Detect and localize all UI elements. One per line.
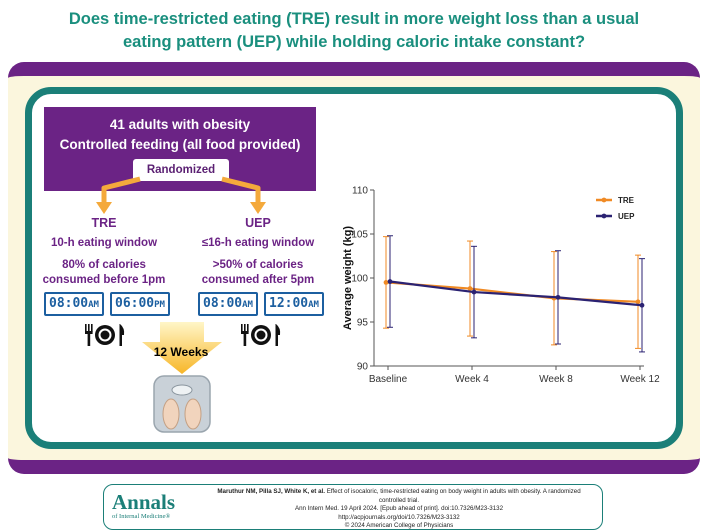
citation-url[interactable]: http://acpjournals.org/doi/10.7326/M23-3… <box>338 513 460 521</box>
tre-start-ampm: AM <box>88 300 99 310</box>
uep-start-ampm: AM <box>242 300 253 310</box>
uep-legend-marker <box>601 213 607 219</box>
tre-legend-marker <box>601 197 607 203</box>
tre-start-clock: 08:00AM <box>44 292 104 316</box>
uep-calories-line-2: consumed after 5pm <box>201 274 315 286</box>
tre-start-time: 08:00 <box>49 296 89 311</box>
x-tick-label: Week 8 <box>539 374 573 385</box>
y-tick-label: 105 <box>351 230 368 241</box>
tre-end-time: 06:00 <box>115 296 155 311</box>
tre-calories-line-1: 80% of calories <box>62 259 146 271</box>
tre-end-clock: 06:00PM <box>110 292 170 316</box>
uep-start-time: 08:00 <box>203 296 243 311</box>
arrow-head-uep <box>250 202 266 214</box>
y-tick-label: 90 <box>357 362 369 373</box>
uep-data-point <box>639 302 645 308</box>
annals-logo: Annals of Internal Medicine® <box>112 491 175 521</box>
y-tick-label: 95 <box>357 318 369 329</box>
citation-text: Maruthur NM, Pilla SJ, White K, et al. E… <box>204 488 594 531</box>
tre-calories-line-2: consumed before 1pm <box>42 274 166 286</box>
annals-logo-sub: of Internal Medicine® <box>112 513 171 520</box>
duration-arrow-and-scale <box>142 322 222 433</box>
arrow-to-uep <box>221 176 261 204</box>
bathroom-scale-icon <box>153 375 211 433</box>
uep-series-line <box>389 280 643 307</box>
uep-arm-text: UEP ≤16-h eating window >50% of calories… <box>190 216 326 288</box>
uep-calories-line-1: >50% of calories <box>212 259 304 271</box>
randomized-badge: Randomized <box>133 159 229 181</box>
duration-label: 12 Weeks <box>153 345 209 359</box>
tre-end-ampm: PM <box>154 300 165 310</box>
uep-end-clock: 12:00AM <box>264 292 324 316</box>
participants-text: 41 adults with obesity <box>109 117 251 132</box>
y-tick-label: 110 <box>352 186 368 197</box>
x-tick-label: Week 4 <box>455 374 489 385</box>
arrow-head-tre <box>96 202 112 214</box>
x-tick-label: Week 12 <box>620 374 660 385</box>
y-axis-label: Average weight (kg) <box>342 226 354 330</box>
uep-data-point <box>471 289 477 295</box>
citation-journal: Ann Intern Med. 19 April 2024. [Epub ahe… <box>294 505 504 513</box>
tre-arm-text: TRE 10-h eating window 80% of calories c… <box>36 216 172 288</box>
tre-data-point <box>467 286 473 291</box>
citation-footer: Annals of Internal Medicine® Maruthur NM… <box>103 484 603 530</box>
duration-arrow <box>142 322 222 374</box>
uep-data-point <box>555 294 561 300</box>
study-population-box: 41 adults with obesity Controlled feedin… <box>44 107 316 191</box>
uep-end-time: 12:00 <box>269 296 309 311</box>
annals-logo-main: Annals <box>112 490 176 514</box>
uep-end-ampm: AM <box>308 300 319 310</box>
uep-legend-label: UEP <box>618 212 635 221</box>
uep-start-clock: 08:00AM <box>198 292 258 316</box>
uep-plate-utensils-icon <box>241 324 281 346</box>
citation-copyright: © 2024 American College of Physicians <box>344 522 454 530</box>
tre-data-point <box>635 299 641 305</box>
citation-title: Effect of isocaloric, time-restricted ea… <box>326 488 581 504</box>
uep-arm-name: UEP <box>245 216 271 230</box>
y-tick-label: 100 <box>351 274 368 285</box>
uep-eating-window: ≤16-h eating window <box>201 237 315 249</box>
weight-chart: 90 95 100 105 110 Baseline Week 4 Week 8 Week 12… <box>342 186 660 386</box>
tre-data-point <box>383 280 389 285</box>
uep-data-point <box>387 279 393 284</box>
tre-arm-name: TRE <box>91 216 117 230</box>
design-text: Controlled feeding (all food provided) <box>59 137 301 152</box>
infographic-title: Does time-restricted eating (TRE) result… <box>20 8 688 54</box>
arrow-to-tre <box>101 176 141 204</box>
x-tick-label: Baseline <box>369 374 408 385</box>
tre-legend-label: TRE <box>618 196 635 205</box>
citation-authors: Maruthur NM, Pilla SJ, White K, et al. <box>217 488 325 495</box>
title-line-1: Does time-restricted eating (TRE) result… <box>68 10 640 28</box>
tre-eating-window: 10-h eating window <box>50 237 158 249</box>
title-line-2: eating pattern (UEP) while holding calor… <box>122 33 586 51</box>
tre-plate-utensils-icon <box>85 324 125 346</box>
